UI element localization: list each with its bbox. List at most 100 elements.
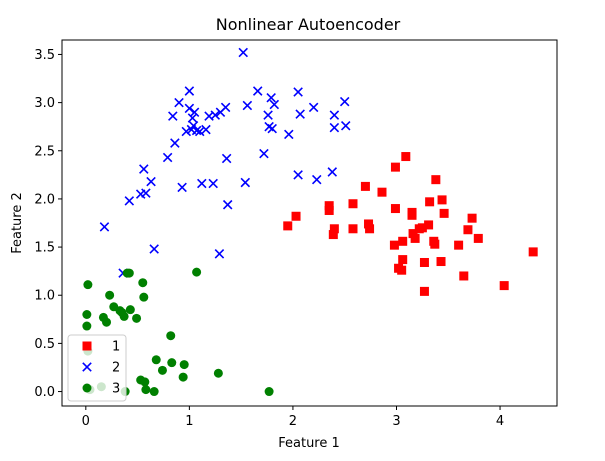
- y-tick-label: 1.0: [34, 289, 55, 304]
- y-tick-label: 0.5: [34, 337, 55, 352]
- legend-label-1: 1: [112, 340, 120, 355]
- point-series-1: [467, 213, 477, 223]
- y-tick-label: 0.0: [34, 385, 55, 400]
- point-series-3: [167, 358, 177, 368]
- point-series-2: [139, 164, 149, 174]
- point-series-2: [339, 96, 350, 107]
- point-series-3: [141, 385, 151, 395]
- point-series-1: [365, 224, 375, 234]
- point-series-1: [348, 224, 358, 234]
- point-series-3: [82, 321, 92, 331]
- series-2: [99, 47, 351, 278]
- point-series-2: [197, 178, 207, 189]
- point-series-2: [146, 176, 156, 187]
- point-series-2: [266, 93, 276, 103]
- point-series-1: [528, 247, 538, 257]
- point-series-2: [99, 222, 110, 232]
- point-series-2: [174, 97, 184, 108]
- point-series-2: [221, 153, 232, 164]
- legend-label-2: 2: [112, 361, 120, 376]
- point-series-1: [419, 257, 429, 267]
- point-series-1: [439, 208, 449, 218]
- legend-marker-3: [82, 383, 92, 393]
- point-series-3: [179, 360, 189, 370]
- point-series-2: [141, 188, 151, 198]
- point-series-2: [124, 196, 135, 206]
- point-series-1: [398, 236, 408, 246]
- point-series-3: [105, 290, 115, 300]
- point-series-2: [340, 120, 351, 131]
- point-series-2: [184, 86, 195, 96]
- point-series-1: [348, 199, 358, 209]
- y-tick-label: 1.5: [34, 241, 55, 256]
- point-series-1: [408, 229, 418, 239]
- point-series-1: [410, 233, 420, 243]
- point-series-2: [311, 174, 322, 185]
- point-series-2: [191, 125, 202, 136]
- y-axis-label: Feature 2: [10, 192, 25, 254]
- point-series-2: [293, 87, 303, 97]
- point-series-1: [463, 225, 473, 235]
- point-series-1: [473, 233, 483, 243]
- point-series-2: [329, 122, 340, 133]
- point-series-1: [499, 281, 509, 291]
- x-tick-label: 0: [82, 414, 90, 429]
- point-series-2: [329, 110, 340, 120]
- point-series-2: [170, 138, 180, 148]
- point-series-1: [401, 152, 411, 162]
- point-series-3: [151, 355, 161, 365]
- point-series-2: [189, 107, 200, 118]
- point-series-1: [291, 211, 301, 221]
- point-series-1: [431, 175, 441, 185]
- point-series-2: [187, 113, 198, 123]
- point-series-2: [149, 244, 159, 254]
- point-series-2: [242, 100, 253, 111]
- point-series-3: [264, 387, 274, 397]
- point-series-1: [328, 230, 338, 240]
- point-series-1: [390, 204, 400, 214]
- point-series-2: [184, 103, 195, 114]
- point-series-2: [201, 124, 211, 135]
- point-series-2: [162, 152, 173, 163]
- legend-marker-2: [82, 362, 92, 372]
- point-series-2: [208, 178, 218, 189]
- point-series-3: [124, 268, 134, 278]
- point-series-3: [83, 280, 93, 290]
- point-series-2: [194, 126, 205, 137]
- point-series-2: [308, 102, 319, 113]
- legend-marker-1: [82, 341, 92, 351]
- point-series-3: [102, 317, 112, 327]
- y-tick-label: 3.0: [34, 96, 55, 111]
- point-series-3: [157, 365, 167, 375]
- point-series-1: [437, 195, 447, 205]
- point-series-1: [360, 181, 370, 191]
- point-series-3: [192, 267, 202, 277]
- legend-label-3: 3: [112, 382, 120, 397]
- point-series-2: [284, 129, 294, 140]
- point-series-1: [324, 201, 334, 211]
- point-series-2: [252, 86, 263, 96]
- point-series-2: [267, 123, 277, 134]
- point-series-3: [125, 305, 135, 315]
- point-series-1: [390, 162, 400, 172]
- point-series-2: [177, 182, 187, 193]
- point-series-2: [293, 170, 303, 180]
- point-series-2: [240, 177, 251, 188]
- point-series-1: [329, 224, 339, 234]
- point-series-1: [459, 271, 469, 281]
- point-series-2: [238, 47, 248, 58]
- data-points-layer: [82, 47, 538, 397]
- point-series-3: [166, 331, 176, 341]
- point-series-1: [377, 187, 387, 197]
- x-axis-label: Feature 1: [278, 436, 340, 451]
- y-tick-label: 2.5: [34, 144, 55, 159]
- x-tick-label: 4: [496, 414, 504, 429]
- x-axis-ticks: 0 1 2 3 4: [82, 406, 504, 429]
- point-series-1: [324, 205, 334, 215]
- legend-entries: 1 2 3: [82, 340, 120, 397]
- x-tick-label: 1: [185, 414, 193, 429]
- point-series-2: [269, 99, 280, 110]
- plot-area-frame: [61, 39, 558, 407]
- chart-title: Nonlinear Autoencoder: [216, 15, 401, 34]
- point-series-3: [140, 377, 150, 387]
